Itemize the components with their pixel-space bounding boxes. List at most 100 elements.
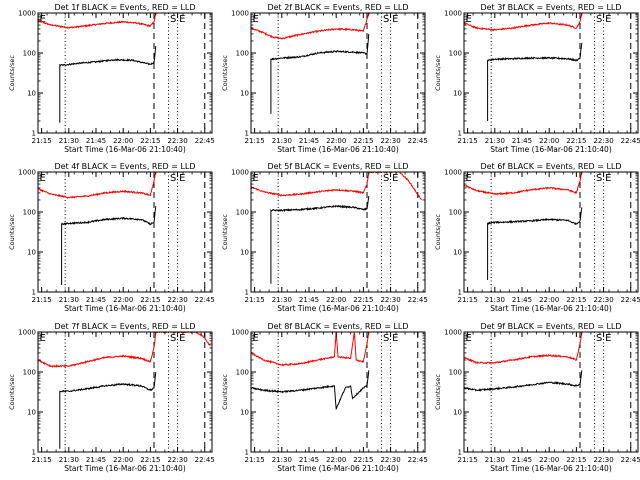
x-tick-label: 21:15: [245, 456, 265, 464]
chart-title: Det 2f BLACK = Events, RED = LLD: [267, 3, 408, 12]
plot-frame: [37, 12, 213, 134]
x-tick-label: 21:45: [299, 296, 319, 304]
marker-label: E: [605, 173, 611, 184]
x-tick-label: 21:45: [512, 137, 532, 145]
x-tick-label: 21:45: [512, 456, 532, 464]
y-tick-label: 10: [240, 90, 249, 98]
series-line-lld: [251, 13, 370, 40]
y-tick-label: 1000: [18, 10, 36, 18]
y-axis-label: Counts/sec: [221, 55, 229, 91]
y-tick-label: 100: [236, 369, 249, 377]
y-tick-label: 100: [449, 50, 462, 58]
x-tick-label: 22:45: [195, 296, 215, 304]
marker-label: S: [383, 14, 389, 25]
x-tick-label: 22:00: [326, 137, 346, 145]
y-axis-label: Counts/sec: [434, 214, 442, 250]
series-line-lld: [464, 332, 583, 365]
x-tick-label: 22:15: [353, 456, 373, 464]
y-tick-label: 100: [23, 209, 36, 217]
series-line-events: [251, 370, 370, 411]
marker-label: E: [466, 14, 472, 25]
x-tick-label: 22:45: [195, 456, 215, 464]
plot-frame: [250, 12, 426, 134]
x-axis-label: Start Time (16-Mar-06 21:10:40): [490, 304, 612, 313]
x-tick-label: 22:30: [167, 137, 187, 145]
x-tick-label: 21:30: [59, 296, 79, 304]
x-tick-label: 21:45: [512, 296, 532, 304]
x-axis-label: Start Time (16-Mar-06 21:10:40): [64, 464, 186, 473]
plot-frame: [463, 331, 639, 453]
x-tick-label: 22:45: [621, 456, 640, 464]
x-tick-label: 22:45: [195, 137, 215, 145]
y-tick-label: 1000: [231, 329, 249, 337]
x-tick-label: 21:15: [32, 296, 52, 304]
series-line-lld: [38, 332, 211, 368]
x-tick-label: 22:15: [566, 456, 586, 464]
x-tick-label: 21:30: [485, 456, 505, 464]
x-tick-label: 22:30: [167, 296, 187, 304]
x-tick-label: 22:00: [326, 456, 346, 464]
y-tick-label: 10: [27, 90, 36, 98]
y-tick-label: 10: [453, 90, 462, 98]
y-tick-label: 1: [458, 449, 462, 457]
series-line-lld: [38, 172, 157, 199]
x-tick-label: 22:30: [167, 456, 187, 464]
marker-label: E: [40, 173, 46, 184]
y-tick-label: 10: [453, 249, 462, 257]
series-line-lld: [464, 172, 583, 196]
marker-label: E: [392, 14, 398, 25]
x-axis-label: Start Time (16-Mar-06 21:10:40): [64, 304, 186, 313]
marker-label: E: [253, 333, 259, 344]
y-axis-label: Counts/sec: [434, 374, 442, 410]
y-tick-label: 10: [453, 409, 462, 417]
x-tick-label: 22:30: [380, 456, 400, 464]
y-tick-label: 1000: [444, 329, 462, 337]
y-axis-label: Counts/sec: [8, 374, 16, 410]
x-tick-label: 21:15: [458, 456, 478, 464]
x-tick-label: 22:45: [408, 137, 428, 145]
y-tick-label: 100: [449, 209, 462, 217]
y-tick-label: 1: [245, 449, 249, 457]
y-tick-label: 1: [32, 289, 36, 297]
marker-label: E: [40, 333, 46, 344]
chart-title: Det 9f BLACK = Events, RED = LLD: [480, 322, 621, 331]
x-tick-label: 21:30: [272, 137, 292, 145]
marker-label: E: [40, 14, 46, 25]
x-axis-label: Start Time (16-Mar-06 21:10:40): [277, 145, 399, 154]
series-line-events: [59, 371, 157, 449]
x-tick-label: 22:30: [593, 137, 613, 145]
marker-label: S: [596, 333, 602, 344]
x-tick-label: 21:45: [299, 137, 319, 145]
plot-frame: [463, 171, 639, 293]
chart-title: Det 8f BLACK = Events, RED = LLD: [267, 322, 408, 331]
series-line-events: [270, 196, 370, 284]
marker-label: S: [596, 14, 602, 25]
x-tick-label: 21:30: [485, 137, 505, 145]
x-tick-label: 22:15: [566, 296, 586, 304]
x-tick-label: 21:15: [32, 137, 52, 145]
y-tick-label: 1: [458, 130, 462, 138]
x-tick-label: 22:00: [113, 456, 133, 464]
x-tick-label: 22:15: [140, 137, 160, 145]
plot-frame: [37, 331, 213, 453]
x-tick-label: 21:30: [485, 296, 505, 304]
x-tick-label: 22:45: [408, 456, 428, 464]
series-line-lld: [251, 332, 370, 367]
x-tick-label: 22:00: [539, 296, 559, 304]
x-tick-label: 22:15: [566, 137, 586, 145]
x-tick-label: 21:30: [272, 296, 292, 304]
x-axis-label: Start Time (16-Mar-06 21:10:40): [490, 464, 612, 473]
x-tick-label: 22:30: [593, 456, 613, 464]
x-tick-label: 22:00: [326, 296, 346, 304]
marker-label: E: [466, 333, 472, 344]
y-axis-label: Counts/sec: [221, 374, 229, 410]
series-line-events: [270, 33, 370, 114]
y-axis-label: Counts/sec: [8, 214, 16, 250]
marker-label: S: [383, 173, 389, 184]
